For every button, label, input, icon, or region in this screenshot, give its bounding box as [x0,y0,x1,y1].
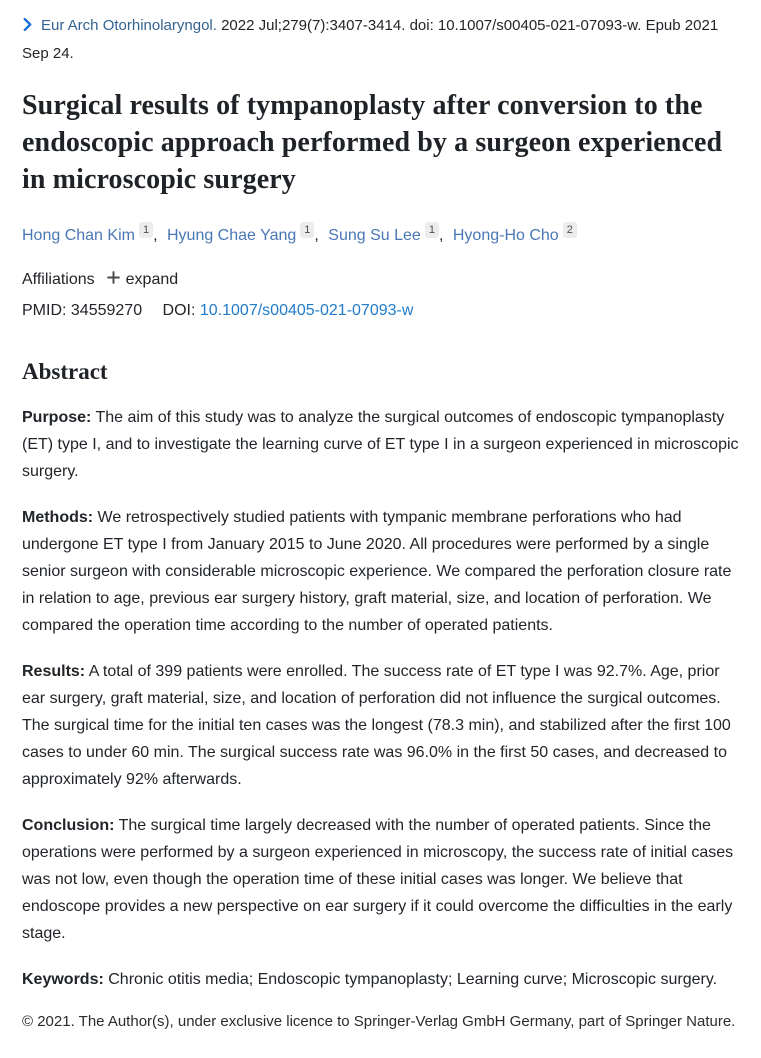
pmid-value: 34559270 [70,301,143,319]
journal-link[interactable]: Eur Arch Otorhinolaryngol. [41,17,217,34]
chevron-right-icon[interactable] [22,13,33,41]
affiliations-row: Affiliations expand [22,269,739,291]
author-affiliation-sup[interactable]: 1 [138,221,154,238]
author-link[interactable]: Hyung Chae Yang [166,226,297,244]
keywords-text: Chronic otitis media; Endoscopic tympano… [103,970,718,988]
author-link[interactable]: Sung Su Lee [328,226,421,244]
identifiers-row: PMID: 34559270 DOI: 10.1007/s00405-021-0… [22,300,739,322]
author-link[interactable]: Hyong-Ho Cho [452,226,559,244]
keywords-label: Keywords: [22,970,104,988]
abstract-conclusion-paragraph: Conclusion: The surgical time largely de… [22,812,739,947]
section-text: We retrospectively studied patients with… [22,508,732,634]
author-separator: , [438,226,444,244]
author-link[interactable]: Hong Chan Kim [22,226,135,244]
author-separator: , [314,226,319,244]
page-title: Surgical results of tympanoplasty after … [22,90,723,195]
section-label: Results: [22,662,86,680]
section-label: Purpose: [22,408,92,426]
author-affiliation-sup[interactable]: 1 [424,221,439,238]
section-text: The surgical time largely decreased with… [22,816,734,942]
abstract-purpose-paragraph: Purpose: The aim of this study was to an… [22,404,739,485]
affiliations-expand-label: expand [125,270,179,288]
citation-epub: Epub 2021 Sep 24. [22,17,719,62]
doi-group: DOI: 10.1007/s00405-021-07093-w [163,302,414,319]
abstract-results-paragraph: Results: A total of 399 patients were en… [22,658,739,793]
copyright-notice: © 2021. The Author(s), under exclusive l… [22,1012,736,1030]
abstract-heading: Abstract [22,358,108,384]
citation-meta: 2022 Jul;279(7):3407-3414. doi: 10.1007/… [216,17,642,34]
doi-label: DOI: [162,301,196,319]
author-affiliation-sup[interactable]: 1 [300,221,315,238]
authors-list: Hong Chan Kim 1, Hyung Chae Yang 1, Sung S… [22,221,739,248]
plus-icon [106,270,126,289]
keywords-paragraph: Keywords: Chronic otitis media; Endoscop… [22,966,739,993]
affiliations-expand-button[interactable]: expand [106,270,179,289]
section-text: A total of 399 patients were enrolled. T… [22,662,731,788]
pmid-label: PMID: [22,301,67,319]
section-label: Methods: [22,508,94,526]
affiliations-label: Affiliations [22,270,95,288]
abstract-methods-paragraph: Methods: We retrospectively studied pati… [22,504,739,639]
section-text: The aim of this study was to analyze the… [22,408,739,480]
author-affiliation-sup[interactable]: 2 [562,221,577,238]
section-label: Conclusion: [22,816,115,834]
author-separator: , [153,226,158,244]
journal-citation: Eur Arch Otorhinolaryngol. 2022 Jul;279(… [22,12,739,68]
doi-link[interactable]: 10.1007/s00405-021-07093-w [199,301,414,319]
